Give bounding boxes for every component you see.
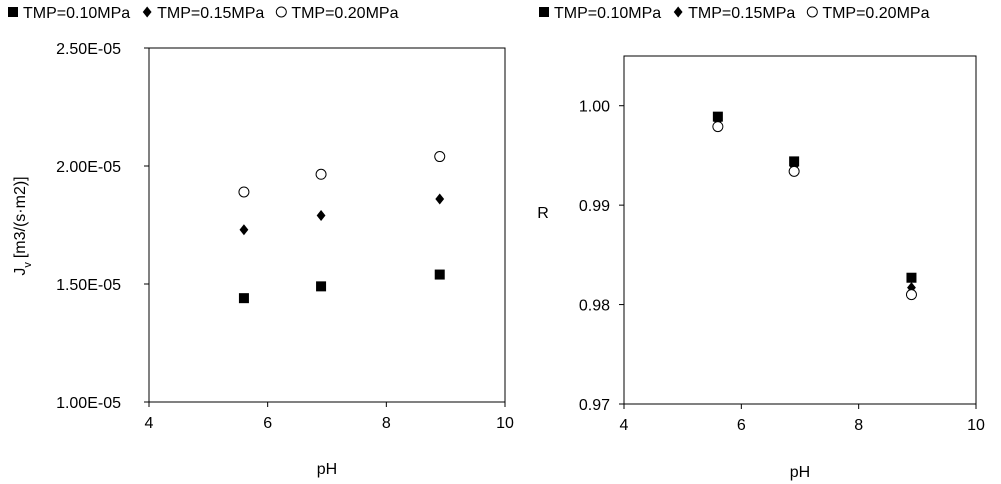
x-tick-label: 10 xyxy=(967,417,985,434)
x-tick-label: 10 xyxy=(496,415,514,432)
y-tick-label: 0.98 xyxy=(579,298,610,315)
series-open-circle xyxy=(712,121,917,301)
legend: TMP=0.10MPa TMP=0.15MPa TMP=0.20MPa xyxy=(539,5,930,22)
legend-marker-square xyxy=(539,7,549,17)
y-axis-label: R xyxy=(537,205,549,222)
data-point-square xyxy=(238,293,249,304)
x-axis-label: pH xyxy=(317,461,337,478)
legend-marker-square xyxy=(8,7,18,17)
legend-marker-open-circle xyxy=(275,6,287,18)
y-tick-label: 1.00 xyxy=(579,99,610,116)
data-point-open-circle xyxy=(238,186,250,198)
legend-label: TMP=0.10MPa xyxy=(554,5,661,22)
legend-label: TMP=0.15MPa xyxy=(688,5,795,22)
y-axis-label-subscript: v xyxy=(22,262,34,268)
legend-marker-open-circle xyxy=(806,6,818,18)
series-open-circle xyxy=(238,151,446,198)
y-axis-label: Jv [m3/(s·m2)] xyxy=(12,176,34,275)
y-tick-label: 0.97 xyxy=(579,397,610,414)
data-point-square xyxy=(316,281,327,292)
series-square xyxy=(712,111,917,283)
x-tick-label: 4 xyxy=(145,415,154,432)
y-tick-label: 2.50E-05 xyxy=(56,41,121,58)
y-tick-label: 0.99 xyxy=(579,198,610,215)
legend-marker-diamond xyxy=(142,6,152,18)
data-point-open-circle xyxy=(788,165,800,177)
x-axis-label: pH xyxy=(790,464,810,481)
data-point-square xyxy=(906,272,917,283)
y-axis-label-main: J xyxy=(12,268,29,276)
plot-area xyxy=(623,55,977,405)
x-tick-label: 8 xyxy=(854,417,863,434)
y-tick-label: 1.50E-05 xyxy=(56,277,121,294)
x-tick-label: 4 xyxy=(620,417,629,434)
data-point-diamond xyxy=(435,193,445,205)
plot-area xyxy=(148,47,506,403)
data-point-open-circle xyxy=(434,151,446,163)
y-tick-label: 1.00E-05 xyxy=(56,395,121,412)
legend-label: TMP=0.20MPa xyxy=(822,5,929,22)
data-point-open-circle xyxy=(315,168,327,180)
legend: TMP=0.10MPa TMP=0.15MPa TMP=0.20MPa xyxy=(8,5,399,22)
data-point-open-circle xyxy=(905,289,917,301)
data-point-square xyxy=(434,269,445,280)
legend-marker-diamond xyxy=(673,6,683,18)
series-square xyxy=(238,269,445,304)
x-tick-label: 6 xyxy=(263,415,272,432)
series-diamond xyxy=(239,193,445,236)
data-point-diamond xyxy=(239,224,249,236)
series-diamond xyxy=(713,115,916,294)
y-axis-label-unit: [m3/(s·m2)] xyxy=(12,176,29,258)
chart-1: TMP=0.10MPa TMP=0.15MPa TMP=0.20MPa 1.00E-0… xyxy=(8,5,514,478)
legend-label: TMP=0.20MPa xyxy=(291,5,398,22)
data-point-diamond xyxy=(316,210,326,222)
x-tick-label: 6 xyxy=(737,417,746,434)
legend-label: TMP=0.15MPa xyxy=(157,5,264,22)
x-tick-label: 8 xyxy=(382,415,391,432)
data-point-open-circle xyxy=(712,121,724,133)
chart-2: TMP=0.10MPa TMP=0.15MPa TMP=0.20MPa 0.97 0.9… xyxy=(537,5,985,481)
legend-label: TMP=0.10MPa xyxy=(23,5,130,22)
y-tick-label: 2.00E-05 xyxy=(56,159,121,176)
